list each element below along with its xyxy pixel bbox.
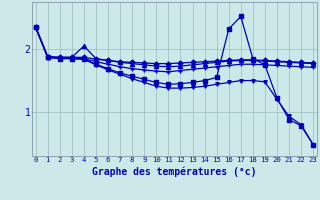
X-axis label: Graphe des températures (°c): Graphe des températures (°c) (92, 166, 257, 177)
